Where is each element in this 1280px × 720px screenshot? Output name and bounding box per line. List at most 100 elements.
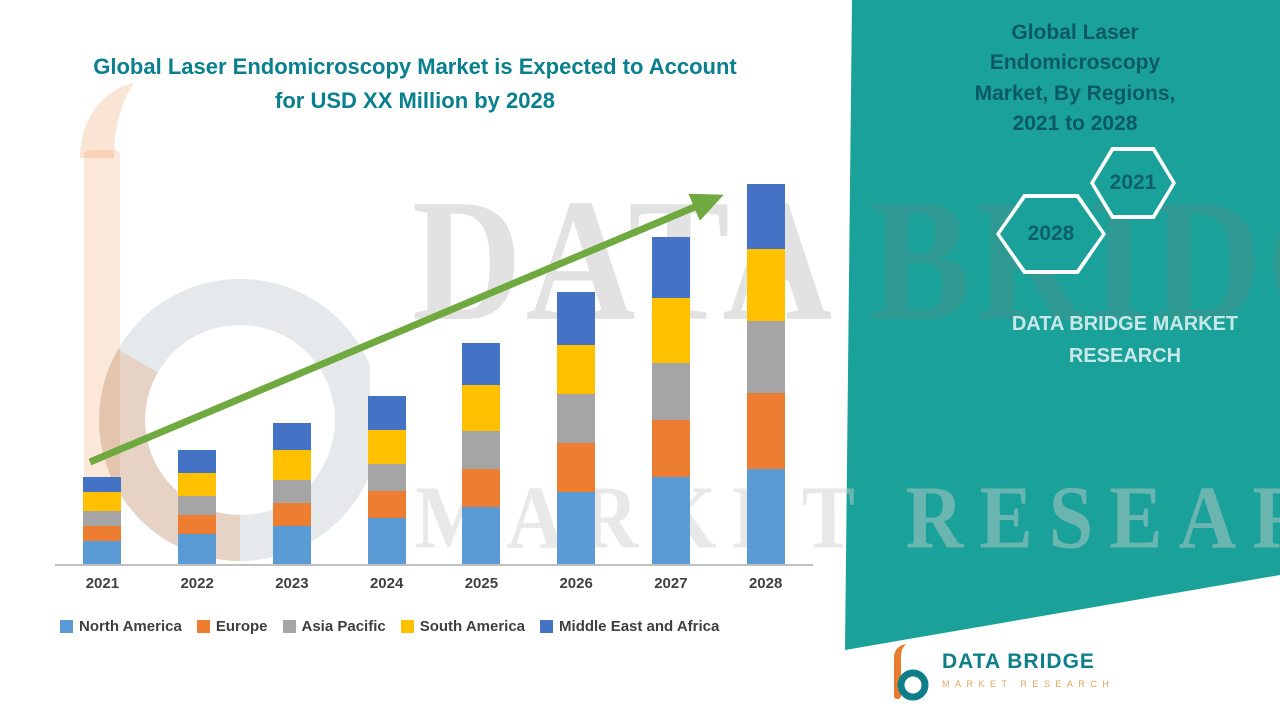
bar-segment-south-america [651, 298, 690, 363]
side-panel-title-line3: 2021 to 2028 [1012, 112, 1138, 136]
legend-item-asia-pacific: Asia Pacific [282, 618, 386, 635]
bar-segment-middle-east-and-africa [651, 237, 690, 298]
stacked-bar-2027 [651, 237, 690, 564]
x-tick-label-2026: 2026 [559, 575, 593, 592]
stacked-bar-2022 [178, 450, 217, 564]
bar-segment-north-america [83, 541, 122, 564]
side-panel-brand-text: DATA BRIDGE MARKET RESEARCH [985, 308, 1265, 372]
bar-segment-north-america [178, 534, 217, 564]
bar-slot-2022 [150, 450, 245, 564]
legend-item-europe: Europe [196, 618, 268, 635]
bar-segment-south-america [746, 249, 785, 321]
bar-segment-asia-pacific [462, 431, 501, 469]
chart-title-line1: Global Laser Endomicroscopy Market is Ex… [93, 54, 737, 79]
bar-segment-south-america [367, 430, 406, 464]
bar-segment-europe [83, 526, 122, 541]
chart-area: 2021 2022 2023 2024 2025 2026 2027 2028 [55, 180, 813, 592]
footer-logo-tagline: MARKET RESEARCH [942, 679, 1115, 689]
x-tick-label-2025: 2025 [464, 575, 499, 592]
bar-segment-europe [178, 515, 217, 534]
hexagon-badge-2028-inner: 2028 [1000, 198, 1102, 270]
legend-label-europe: Europe [215, 618, 268, 635]
x-labels-row: 2021 2022 2023 2024 2025 2026 2027 2028 [55, 566, 813, 592]
legend-label-south-america: South America [419, 618, 526, 635]
x-tick-label-2023: 2023 [275, 575, 309, 592]
bar-segment-north-america [462, 507, 501, 564]
footer-logo-text: DATA BRIDGE MARKET RESEARCH [942, 642, 1114, 702]
bar-segment-asia-pacific [272, 480, 311, 503]
bar-segment-north-america [557, 492, 596, 564]
bar-segment-middle-east-and-africa [367, 396, 406, 430]
chart-title: Global Laser Endomicroscopy Market is Ex… [45, 50, 785, 118]
data-bridge-logo-icon [894, 644, 929, 701]
bar-segment-middle-east-and-africa [462, 343, 501, 385]
legend-item-south-america: South America [400, 618, 526, 635]
stacked-bar-2028 [746, 184, 785, 564]
hexagon-year-2028: 2028 [1027, 222, 1075, 245]
bar-segment-middle-east-and-africa [178, 450, 217, 473]
bar-segment-south-america [272, 450, 311, 480]
legend-label-asia-pacific: Asia Pacific [301, 618, 386, 635]
bar-segment-europe [272, 503, 311, 526]
bar-segment-middle-east-and-africa [272, 423, 311, 450]
bar-segment-asia-pacific [557, 394, 596, 443]
side-panel-title-line1: Global Laser Endomicroscopy [989, 21, 1161, 75]
legend-swatch-asia-pacific [282, 620, 296, 633]
bar-segment-middle-east-and-africa [746, 184, 785, 249]
x-tick-label-2027: 2027 [654, 575, 688, 592]
hexagon-badge-2021: 2021 [1090, 147, 1176, 219]
bar-segment-asia-pacific [367, 464, 406, 491]
stacked-bar-2026 [557, 292, 596, 564]
legend-swatch-europe [196, 620, 210, 633]
bar-slot-2023 [245, 423, 340, 564]
legend-item-north-america: North America [60, 618, 182, 635]
legend-item-middle-east-and-africa: Middle East and Africa [540, 618, 719, 635]
legend-label-middle-east-and-africa: Middle East and Africa [559, 618, 720, 635]
bar-segment-asia-pacific [178, 496, 217, 515]
stacked-bar-2021 [83, 477, 122, 564]
bar-segment-north-america [746, 469, 785, 564]
bar-segment-middle-east-and-africa [83, 477, 122, 492]
stacked-bar-2023 [272, 423, 311, 564]
stacked-bar-2024 [367, 396, 406, 564]
bar-segment-south-america [178, 473, 217, 496]
side-panel-title-line2: Market, By Regions, [974, 81, 1176, 105]
x-tick-label-2021: 2021 [85, 575, 120, 592]
bar-segment-north-america [367, 518, 406, 564]
hexagon-badge-2021-inner: 2021 [1094, 151, 1172, 215]
stacked-bar-2025 [462, 343, 501, 564]
bar-segment-south-america [83, 492, 122, 511]
chart-title-line2: for USD XX Million by 2028 [275, 88, 555, 114]
bar-segment-north-america [272, 526, 311, 564]
bar-segment-south-america [557, 345, 596, 394]
brand-text-line2: RESEARCH [1068, 345, 1182, 367]
legend-swatch-south-america [400, 620, 414, 633]
bar-slot-2028 [718, 184, 813, 564]
bar-segment-middle-east-and-africa [557, 292, 596, 345]
x-tick-label-2022: 2022 [180, 575, 214, 592]
side-panel-title: Global Laser Endomicroscopy Market, By R… [925, 18, 1225, 140]
legend: North America Europe Asia Pacific South Ame… [60, 618, 719, 635]
bar-slot-2021 [55, 477, 150, 564]
bar-slot-2026 [529, 292, 624, 564]
legend-swatch-north-america [60, 620, 73, 633]
footer-logo-name: DATA BRIDGE [942, 650, 1095, 673]
x-tick-label-2028: 2028 [748, 575, 783, 592]
bar-segment-south-america [462, 385, 501, 431]
hexagon-badge-2028: 2028 [996, 194, 1106, 274]
bar-segment-asia-pacific [746, 321, 785, 393]
bar-slot-2024 [339, 396, 434, 564]
bar-slot-2025 [434, 343, 529, 564]
bar-segment-europe [651, 420, 690, 477]
bar-segment-europe [746, 393, 785, 469]
brand-text-line1: DATA BRIDGE MARKET [1011, 313, 1239, 335]
bar-segment-europe [557, 443, 596, 492]
bar-segment-asia-pacific [651, 363, 690, 420]
legend-label-north-america: North America [79, 618, 182, 635]
bar-segment-asia-pacific [83, 511, 122, 526]
x-tick-label-2024: 2024 [369, 575, 404, 592]
hexagon-year-2021: 2021 [1109, 171, 1157, 194]
bar-slot-2027 [624, 237, 719, 564]
bar-segment-north-america [651, 477, 690, 564]
